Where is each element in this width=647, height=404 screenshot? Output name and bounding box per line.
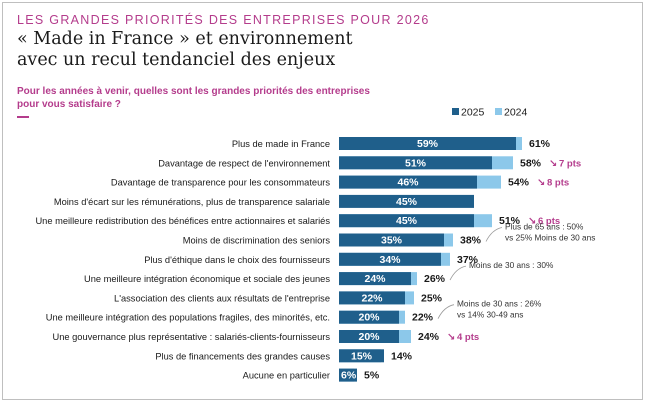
category-label: Aucune en particulier [243,371,330,381]
note-pointer [449,265,467,281]
category-label: L'association des clients aux résultats … [114,293,330,303]
bar-2025 [339,349,384,363]
annotation-note: vs 25% Moins de 30 ans [505,233,595,243]
category-label: Plus de financements des grandes causes [155,351,330,361]
change-label: 7 pts [559,158,581,169]
trend-arrow-icon: ↘ [528,216,536,227]
value-label-2025: 46% [397,177,419,189]
note-pointer [485,227,503,242]
category-label: Plus de made in France [232,139,330,149]
title-line-2: avec un recul tendanciel des enjeux [17,50,336,70]
value-label-2025: 45% [396,196,418,208]
value-label-2024: 25% [421,292,443,304]
value-label-2024: 58% [520,157,542,169]
bar-2025 [339,137,516,150]
bar-2025 [339,330,399,343]
change-label: 6 pts [538,216,560,227]
category-label: Une gouvernance plus représentative : sa… [53,332,331,342]
chart-frame: LES GRANDES PRIORITÉS DES ENTREPRISES PO… [2,2,643,400]
value-label-2024: 14% [391,350,413,362]
value-label-2025: 45% [396,215,418,227]
bar-2025 [339,252,441,266]
note-pointer [437,304,455,319]
change-label: 4 pts [457,332,479,343]
bar-2025 [339,368,357,382]
value-label-2024: 54% [508,177,530,189]
bar-2025 [339,194,474,208]
value-label-2024: 61% [529,138,551,150]
value-label-2025: 20% [358,331,380,343]
category-label: Moins d'écart sur les rémunérations, plu… [54,197,330,207]
annotation-note: Moins de 30 ans : 26% [457,299,542,309]
value-label-2024: 22% [412,312,434,324]
annotation-note: Plus de 65 ans : 50% [505,222,584,232]
value-label-2025: 6% [341,370,357,382]
title-line-1: « Made in France » et environnement [17,29,353,49]
annotation-note: vs 14% 30-49 ans [457,310,523,320]
bar-2025 [339,310,399,324]
value-label-2025: 59% [417,138,439,150]
category-label: Une meilleure intégration économique et … [84,274,330,284]
value-label-2024: 26% [424,273,446,285]
value-label-2025: 24% [364,273,386,285]
value-label-2024: 37% [457,254,479,266]
trend-arrow-icon: ↘ [537,178,545,189]
value-label-2024: 24% [418,331,440,343]
value-label-2025: 15% [351,350,373,362]
chart-title: « Made in France » et environnement avec… [17,29,353,71]
category-label: Davantage de transparence pour les conso… [111,178,330,188]
change-label: 8 pts [547,178,569,189]
category-label: Moins de discrimination des seniors [183,236,331,246]
category-label: Davantage de respect de l'environnement [158,158,330,168]
bar-2025 [339,233,444,247]
value-label-2025: 34% [379,254,401,266]
bar-2025 [339,214,474,228]
survey-question: Pour les années à venir, quelles sont le… [17,86,370,110]
trend-arrow-icon: ↘ [447,332,455,343]
annotation-note: Moins de 30 ans : 30% [469,260,554,270]
bar-2025 [339,175,477,189]
category-label: Plus d'éthique dans le choix des fournis… [144,255,330,265]
category-label: Une meilleure intégration des population… [46,313,330,323]
legend-label-2025: 2025 [461,107,485,119]
value-label-2024: 38% [460,235,482,247]
bar-2025 [339,291,405,305]
trend-arrow-icon: ↘ [549,158,557,169]
legend-swatch-2024 [495,108,502,115]
value-label-2025: 22% [361,292,383,304]
category-label: Une meilleure redistribution des bénéfic… [35,216,330,226]
value-label-2024: 51% [499,215,521,227]
value-label-2025: 35% [381,235,403,247]
bar-2025 [339,272,411,286]
bar-2025 [339,156,492,170]
value-label-2024: 5% [364,370,380,382]
value-label-2025: 51% [405,157,427,169]
accent-line [17,116,29,118]
chart-kicker: LES GRANDES PRIORITÉS DES ENTREPRISES PO… [17,13,430,27]
legend-label-2024: 2024 [504,107,528,119]
legend-swatch-2025 [452,108,459,115]
value-label-2025: 20% [358,312,380,324]
